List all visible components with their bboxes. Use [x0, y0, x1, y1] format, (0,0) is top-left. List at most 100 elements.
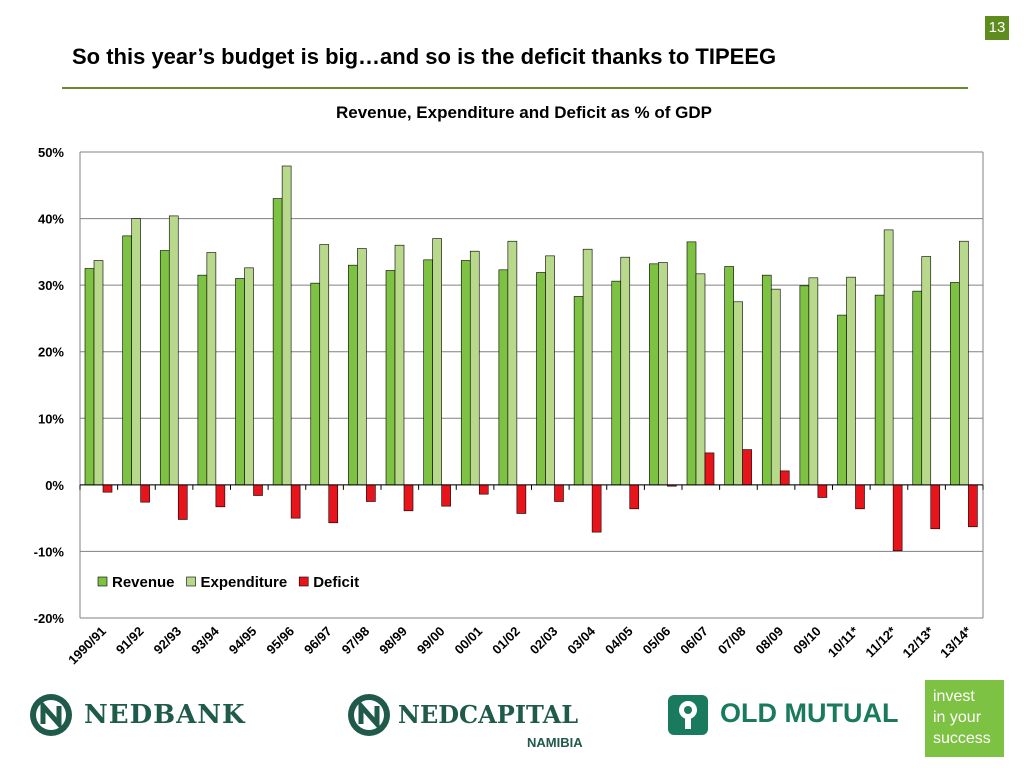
bar-revenue: [761, 274, 772, 486]
legend-label: Deficit: [313, 574, 359, 591]
bar-expenditure: [959, 240, 969, 486]
x-tick-label: 96/97: [301, 624, 335, 658]
x-tick-label: 94/95: [226, 624, 260, 658]
bar-deficit: [742, 449, 752, 486]
tagline-line-1: invest: [933, 688, 975, 705]
legend-swatch-expenditure: [186, 576, 196, 587]
x-tick-label: 12/13*: [899, 623, 937, 661]
bar-deficit: [177, 484, 188, 520]
bar-revenue: [799, 285, 810, 486]
bar-expenditure: [733, 301, 743, 486]
y-tick-label: 40%: [38, 212, 64, 227]
nedcapital-wordmark: NEDCAPITAL: [398, 700, 579, 729]
bar-deficit: [478, 484, 489, 495]
bar-deficit: [516, 484, 527, 514]
tagline-line-2: in your: [933, 709, 982, 726]
bar-revenue: [912, 290, 923, 486]
y-tick-label: -20%: [34, 611, 65, 626]
x-tick-label: 98/99: [376, 624, 410, 658]
x-tick-label: 13/14*: [937, 623, 975, 661]
bar-deficit: [140, 484, 150, 503]
y-tick-label: -10%: [34, 544, 65, 559]
bar-revenue: [573, 296, 584, 486]
x-tick-label: 1990/91: [65, 624, 109, 668]
bar-revenue: [460, 260, 471, 486]
bar-revenue: [611, 280, 622, 486]
x-axis: [79, 484, 984, 490]
bar-expenditure: [921, 256, 932, 486]
bar-deficit: [554, 484, 564, 502]
x-tick-label: 03/04: [564, 623, 598, 657]
nedbank-emblem-icon: [30, 694, 72, 736]
bar-expenditure: [168, 215, 179, 486]
bar-expenditure: [846, 276, 856, 486]
bar-expenditure: [131, 218, 141, 486]
old-mutual-wordmark: OLD MUTUAL: [720, 698, 899, 728]
bar-deficit: [290, 484, 301, 519]
bar-expenditure: [620, 256, 631, 486]
x-tick-label: 04/05: [602, 624, 636, 658]
bar-expenditure: [545, 255, 555, 486]
bar-expenditure: [244, 267, 254, 486]
bar-expenditure: [582, 248, 593, 486]
bar-deficit: [704, 452, 715, 486]
tagline-line-3: success: [933, 730, 991, 747]
bar-expenditure: [808, 277, 819, 486]
bar-expenditure: [357, 248, 367, 486]
slide-title: So this year’s budget is big…and so is t…: [72, 44, 777, 69]
legend-label: Expenditure: [201, 574, 288, 591]
x-tick-label: 08/09: [753, 624, 787, 658]
x-tick-label: 92/93: [151, 624, 185, 658]
bar-expenditure: [93, 260, 104, 486]
bar-revenue: [385, 270, 396, 486]
bar-revenue: [874, 294, 885, 486]
bar-deficit: [328, 484, 339, 524]
bar-deficit: [892, 484, 903, 552]
y-tick-label: 10%: [38, 411, 64, 426]
x-tick-label: 95/96: [263, 624, 297, 658]
x-tick-label: 10/11*: [825, 623, 862, 660]
x-tick-label: 00/01: [452, 624, 486, 658]
y-tick-label: 30%: [38, 278, 64, 293]
bar-revenue: [122, 235, 132, 486]
nedbank-wordmark: NEDBANK: [84, 700, 246, 730]
bar-deficit: [930, 484, 941, 530]
bar-revenue: [686, 241, 697, 486]
x-tick-label: 93/94: [188, 623, 222, 657]
x-tick-label: 05/06: [640, 624, 674, 658]
bar-deficit: [403, 484, 414, 512]
bar-expenditure: [695, 273, 706, 486]
budget-bar-chart: Revenue, Expenditure and Deficit as % of…: [34, 103, 984, 668]
title-divider: [62, 87, 968, 89]
y-tick-label: 20%: [38, 345, 64, 360]
x-tick-label: 06/07: [677, 624, 711, 658]
bar-expenditure: [507, 240, 518, 486]
chart-bars: [84, 165, 978, 552]
x-tick-label: 07/08: [715, 624, 749, 658]
bar-revenue: [536, 272, 546, 486]
bar-expenditure: [432, 238, 442, 486]
legend-swatch-revenue: [97, 576, 108, 587]
bar-deficit: [591, 484, 602, 533]
bar-expenditure: [469, 250, 480, 486]
chart-legend: Revenue Expenditure Deficit: [97, 574, 359, 591]
bar-deficit: [215, 484, 226, 508]
bar-expenditure: [281, 165, 292, 486]
bar-revenue: [235, 278, 245, 486]
old-mutual-tree-icon: [668, 695, 708, 735]
chart-title: Revenue, Expenditure and Deficit as % of…: [336, 103, 712, 122]
bar-revenue: [197, 274, 208, 486]
bar-expenditure: [206, 252, 217, 486]
bar-expenditure: [658, 262, 668, 486]
x-tick-label: 99/00: [414, 624, 448, 658]
bar-revenue: [348, 264, 358, 486]
bar-deficit: [441, 484, 451, 507]
bar-revenue: [310, 282, 321, 486]
bar-expenditure: [319, 244, 330, 486]
bar-deficit: [102, 484, 113, 493]
bar-revenue: [837, 314, 847, 486]
x-axis-tick-labels: 1990/91 91/92 92/93 93/94 94/95 95/96 96/97 97/…: [65, 623, 975, 668]
x-tick-label: 11/12*: [862, 623, 899, 660]
bar-revenue: [724, 266, 734, 486]
invest-tagline: invest in your success: [925, 680, 1004, 757]
